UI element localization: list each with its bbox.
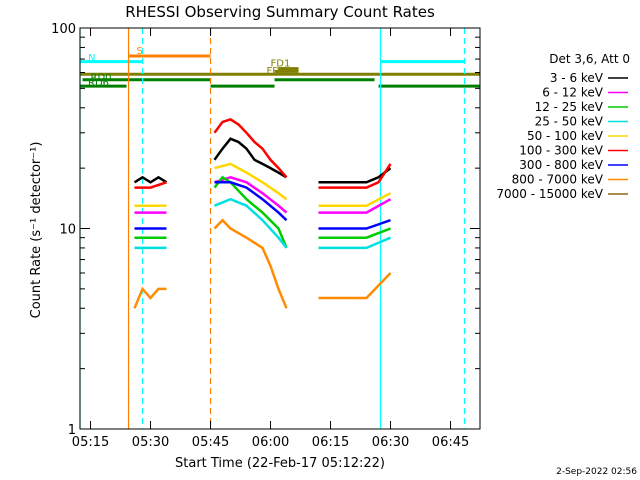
series-line [318,198,392,214]
x-axis-label: Start Time (22-Feb-17 05:12:22) [175,456,385,471]
legend-label: 800 - 7000 keV [512,173,604,187]
series-line [213,175,288,249]
series-line [214,197,288,249]
series-line [318,236,391,250]
series-line [318,227,391,239]
series-line [214,162,288,201]
timestamp: 2-Sep-2022 02:56 [556,467,637,477]
flag-bar-label: RD6 [88,78,109,89]
flag-bar-label: S [137,46,143,57]
flag-bar-label: N [88,53,95,64]
series-line [133,175,168,184]
x-axis-ticks: 05:15 05:30 05:45 06:00 06:15 06:30 06:45 [72,28,469,450]
x-tick-label: 05:15 [72,435,109,450]
legend-label: 7000 - 15000 keV [496,187,603,201]
legend-label: 12 - 25 keV [535,100,604,114]
series-line [318,163,392,189]
legend-header: Det 3,6, Att 0 [549,52,630,66]
x-tick-label: 05:45 [192,435,229,450]
legend-label: 100 - 300 keV [519,144,603,158]
legend-label: 300 - 800 keV [519,158,603,172]
series-line [318,167,392,184]
flag-bar-label: FD2 [267,66,287,77]
x-tick-label: 05:30 [132,435,169,450]
series-line [214,181,288,222]
legend-label: 50 - 100 keV [527,129,604,143]
legend-label: 6 - 12 keV [542,86,604,100]
series-line [213,137,288,179]
series-line [318,272,392,300]
series-lines [133,118,392,309]
y-axis-ticks: 1 10 100 [51,22,480,438]
x-tick-label: 06:15 [312,435,349,450]
legend-label: 25 - 50 keV [535,115,604,129]
y-tick-label: 100 [51,22,76,37]
x-tick-label: 06:45 [432,435,469,450]
series-line [213,218,288,309]
y-tick-label: 1 [68,423,76,438]
series-line [214,175,288,214]
series-line [318,192,392,207]
y-axis-label: Count Rate (s⁻¹ detector⁻¹) [29,142,44,319]
series-line [133,286,167,309]
legend-label: 3 - 6 keV [550,71,604,85]
x-tick-label: 06:00 [252,435,289,450]
chart-title: RHESSI Observing Summary Count Rates [125,3,435,21]
series-line [318,219,391,230]
flag-bar-label: FD1 [271,59,291,70]
y-tick-label: 10 [59,223,76,238]
series-line [134,181,167,189]
x-tick-label: 06:30 [372,435,409,450]
flag-bar-label: RD0 [91,73,112,84]
series-line [213,118,288,179]
